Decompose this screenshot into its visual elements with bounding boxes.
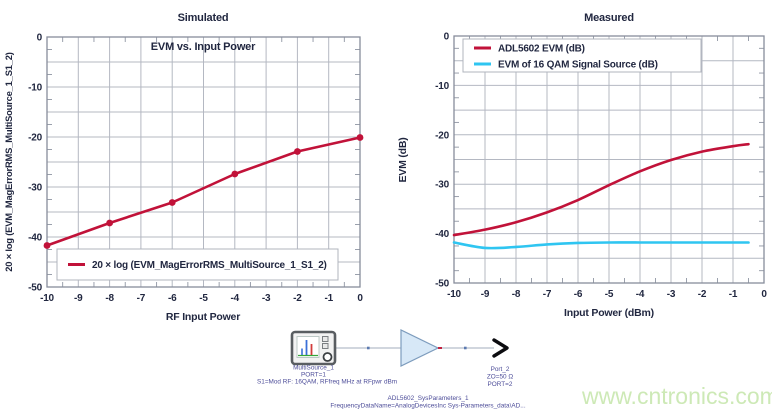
x-tick-label: -9: [481, 289, 490, 300]
series-marker: [43, 242, 51, 249]
x-tick-label: -1: [729, 289, 738, 300]
x-tick-label: -5: [199, 293, 208, 304]
legend-label: EVM of 16 QAM Signal Source (dB): [498, 60, 658, 71]
chart-inner-title: EVM vs. Input Power: [151, 41, 256, 53]
x-tick-label: -4: [231, 293, 240, 304]
plot-border: [46, 36, 361, 288]
x-tick-label: -3: [262, 293, 271, 304]
multisource-params-label: S1=Mod RF: 16QAM, RFfreq MHz at RFpwr dB…: [257, 379, 397, 386]
amplifier-symbol[interactable]: [400, 329, 440, 367]
series-marker: [294, 148, 301, 155]
x-tick-label: -1: [324, 293, 333, 304]
x-tick-label: -4: [636, 289, 645, 300]
y-tick-label: -10: [435, 81, 449, 92]
x-tick-label: 0: [761, 289, 767, 300]
chart-title: Simulated: [178, 12, 229, 24]
x-tick-label: -9: [74, 293, 83, 304]
multisource-label: MultiSource_1: [293, 365, 334, 372]
instrument-button: [322, 336, 329, 342]
watermark-text: www.cntronics.com: [582, 383, 772, 409]
y-tick-label: -40: [435, 229, 449, 240]
x-tick-label: 0: [357, 293, 363, 304]
y-tick-label: -50: [435, 279, 449, 290]
x-tick-label: -5: [605, 289, 614, 300]
series-marker: [231, 170, 239, 178]
y-tick-label: -10: [28, 83, 42, 94]
legend-label: 20 × log (EVM_MagErrorRMS_MultiSource_1_…: [92, 260, 327, 271]
x-axis-label: RF Input Power: [166, 311, 240, 323]
legend-label: ADL5602 EVM (dB): [498, 44, 585, 55]
y-tick-label: -20: [435, 130, 449, 141]
x-tick-label: -8: [105, 293, 114, 304]
y-tick-label: -20: [28, 133, 42, 144]
y-tick-label: -50: [28, 283, 42, 294]
wire-node-dot: [367, 346, 370, 350]
multisource-port-label: PORT=1: [301, 372, 326, 379]
port2-impedance-label: ZO=50 Ω: [487, 374, 513, 381]
y-tick-label: 0: [37, 33, 43, 44]
series-marker: [106, 219, 113, 227]
x-tick-label: -2: [293, 293, 302, 304]
y-tick-label: 0: [444, 32, 450, 43]
y-axis-label: 20 × log (EVM_MagErrorRMS_MultiSource_1_…: [3, 52, 14, 272]
amplifier-params-label: FrequencyDataName=AnalogDevicesInc Sys-P…: [330, 403, 525, 410]
port2-label: Port_2: [491, 366, 510, 373]
amp-output-node-tick: [438, 347, 442, 349]
amplifier-label: ADL5602_SysParameters_1: [388, 395, 469, 402]
x-tick-label: -6: [574, 289, 583, 300]
x-axis-label: Input Power (dBm): [564, 307, 654, 319]
series-line: [45, 136, 362, 247]
series-line: [452, 241, 750, 250]
instrument-knob: [322, 352, 333, 362]
series-line: [452, 142, 750, 237]
x-tick-label: -2: [698, 289, 707, 300]
y-tick-label: -40: [28, 233, 42, 244]
y-tick-label: -30: [28, 183, 42, 194]
x-tick-label: -7: [137, 293, 146, 304]
wire-node-dot: [464, 346, 467, 350]
port2-port-label: PORT=2: [488, 381, 513, 388]
x-tick-label: -6: [168, 293, 177, 304]
x-tick-label: -3: [667, 289, 676, 300]
x-tick-label: -10: [447, 289, 461, 300]
y-tick-label: -30: [435, 180, 449, 191]
y-axis-label: EVM (dB): [397, 137, 409, 182]
legend-box: [462, 38, 702, 73]
series-marker: [356, 134, 364, 141]
instrument-screen: [296, 336, 320, 358]
instrument-button: [322, 343, 329, 349]
legend-box: [56, 248, 339, 281]
x-tick-label: -7: [543, 289, 552, 300]
plot-border: [453, 35, 765, 284]
x-tick-label: -8: [512, 289, 521, 300]
port-arrow-icon[interactable]: [492, 338, 509, 358]
series-marker: [168, 199, 176, 206]
chart-title: Measured: [584, 12, 634, 24]
x-tick-label: -10: [40, 293, 54, 304]
multisource-icon[interactable]: [290, 330, 337, 366]
